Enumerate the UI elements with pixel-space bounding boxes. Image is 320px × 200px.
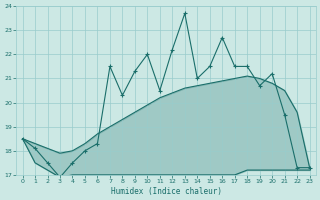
X-axis label: Humidex (Indice chaleur): Humidex (Indice chaleur) (111, 187, 221, 196)
